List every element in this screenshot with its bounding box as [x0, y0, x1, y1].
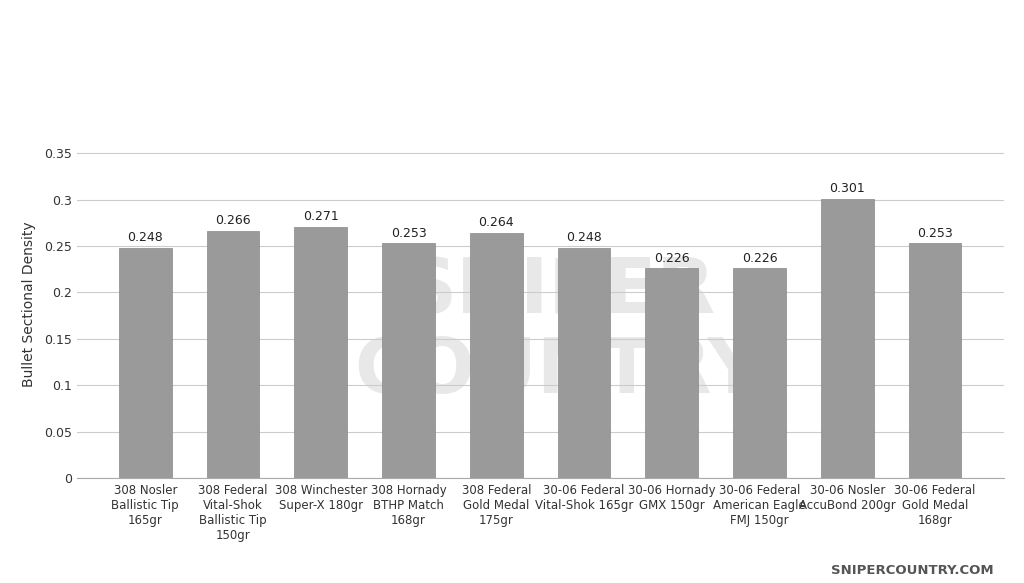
Text: 0.248: 0.248 — [566, 231, 602, 244]
Text: 0.271: 0.271 — [303, 210, 339, 223]
Text: 0.264: 0.264 — [478, 216, 514, 229]
Bar — [207, 231, 259, 478]
Text: SNIPER
COUNTRY: SNIPER COUNTRY — [354, 255, 763, 409]
Text: SECTIONAL DENSITY: SECTIONAL DENSITY — [272, 30, 752, 72]
Bar — [382, 243, 435, 478]
Text: 0.301: 0.301 — [829, 182, 865, 195]
Text: SNIPERCOUNTRY.COM: SNIPERCOUNTRY.COM — [830, 564, 993, 577]
Bar — [908, 243, 962, 478]
Text: 0.253: 0.253 — [918, 227, 953, 240]
Bar — [470, 233, 522, 478]
Text: 0.253: 0.253 — [390, 227, 426, 240]
Text: 0.248: 0.248 — [127, 231, 163, 244]
Bar — [295, 227, 347, 478]
Bar — [558, 248, 610, 478]
Text: 0.226: 0.226 — [654, 252, 689, 265]
Bar — [119, 248, 172, 478]
Text: 0.266: 0.266 — [215, 215, 251, 227]
Text: 0.226: 0.226 — [741, 252, 777, 265]
Bar — [733, 268, 785, 478]
Y-axis label: Bullet Sectional Density: Bullet Sectional Density — [22, 221, 36, 387]
Bar — [821, 199, 873, 478]
Bar — [645, 268, 698, 478]
